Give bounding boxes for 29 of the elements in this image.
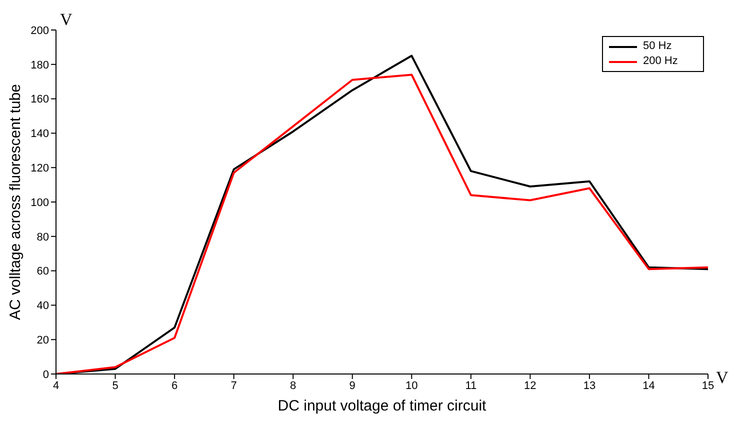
y-tick-label: 180 (30, 59, 49, 72)
y-tick-label: 80 (36, 231, 49, 244)
y-tick-label: 0 (42, 368, 49, 381)
x-tick-label: 9 (349, 380, 356, 392)
x-tick-label: 15 (702, 380, 714, 392)
x-tick-label: 5 (112, 380, 118, 392)
y-tick-label: 40 (36, 300, 49, 312)
x-tick-label: 4 (52, 380, 60, 392)
x-tick-label: 11 (465, 380, 477, 392)
x-axis-title: DC input voltage of timer circuit (278, 398, 488, 415)
text: V (60, 10, 72, 30)
x-tick-label: 14 (642, 380, 655, 392)
x-tick-label: 6 (171, 380, 178, 392)
y-axis-title: AC volltage across fluorescent tube (7, 84, 24, 320)
x-tick-label: 8 (290, 380, 296, 392)
x-tick-label: 7 (230, 380, 237, 392)
x-tick-label: 12 (524, 380, 536, 392)
y-tick-label: 60 (36, 266, 49, 278)
legend-label: 50 Hz (643, 39, 672, 54)
text: V (716, 368, 728, 388)
legend-label: 200 Hz (643, 54, 678, 69)
y-tick-label: 160 (30, 94, 49, 106)
y-tick-label: 20 (36, 334, 49, 347)
y-tick-label: 140 (30, 128, 49, 140)
x-tick-label: 10 (406, 380, 418, 392)
y-tick-label: 120 (30, 162, 49, 175)
x-tick-label: 13 (583, 380, 596, 392)
y-tick-label: 200 (30, 24, 49, 37)
y-tick-label: 100 (30, 196, 49, 209)
